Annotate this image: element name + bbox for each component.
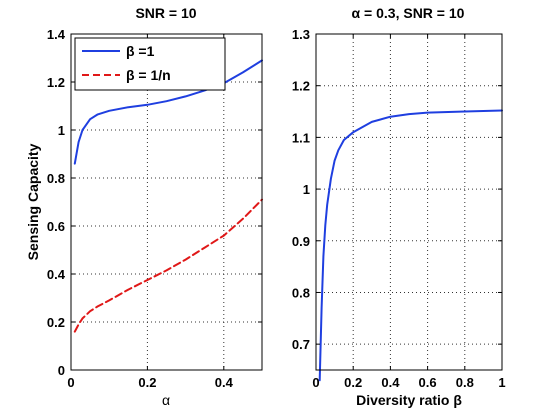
right-ytick-label: 1 — [303, 182, 310, 197]
right-chart-frame — [315, 33, 503, 371]
left-ytick-label: 1 — [58, 123, 65, 138]
left-xtick-label: 0.4 — [215, 375, 234, 390]
left-ytick-label: 1.4 — [47, 27, 66, 42]
right-ytick-label: 0.7 — [292, 337, 310, 352]
right-ytick-label: 1.2 — [292, 79, 310, 94]
legend-label-beta-1: β =1 — [126, 43, 155, 59]
left-ytick-label: 0.6 — [47, 219, 65, 234]
left-xtick-label: 0 — [67, 375, 74, 390]
right-xtick-label: 0.4 — [381, 375, 400, 390]
left-series-line-1 — [73, 198, 263, 333]
right-ytick-label: 1.1 — [292, 130, 310, 145]
right-xtick-label: 0 — [312, 375, 319, 390]
left-xtick-label: 0.2 — [138, 375, 156, 390]
left-chart-frame — [70, 33, 263, 371]
right-chart-panel: α = 0.3, SNR = 10 0 0.2 0.4 0.6 0.8 1 0.7 0.8 0.… — [292, 5, 506, 408]
legend-label-beta-1-over-n: β = 1/n — [126, 67, 171, 83]
right-xtick-label: 1 — [498, 375, 505, 390]
right-ytick-label: 1.3 — [292, 27, 310, 42]
left-ytick-label: 0.4 — [47, 267, 66, 282]
legend-box — [74, 37, 226, 91]
left-chart-series — [73, 59, 263, 333]
right-chart-series — [318, 109, 503, 382]
left-chart-title: SNR = 10 — [135, 5, 196, 21]
left-ytick-label: 0 — [58, 363, 65, 378]
left-chart-ticks: 0 0.2 0.4 0 0.2 0.4 0.6 0.8 1 1.2 1.4 — [47, 27, 262, 390]
left-ytick-label: 1.2 — [47, 75, 65, 90]
right-chart-title: α = 0.3, SNR = 10 — [352, 5, 465, 21]
right-ytick-label: 0.9 — [292, 234, 310, 249]
legend: β =1 β = 1/n — [74, 37, 226, 91]
right-chart-ticks: 0 0.2 0.4 0.6 0.8 1 0.7 0.8 0.9 1 1.1 1.2 1.3 — [292, 27, 506, 390]
left-chart-ylabel: Sensing Capacity — [25, 143, 41, 260]
right-ytick-label: 0.8 — [292, 285, 310, 300]
right-xtick-label: 0.2 — [344, 375, 362, 390]
right-xtick-label: 0.8 — [456, 375, 474, 390]
right-chart-xlabel: Diversity ratio β — [356, 392, 462, 408]
left-ytick-label: 0.8 — [47, 171, 65, 186]
right-xtick-label: 0.6 — [419, 375, 437, 390]
left-chart-panel: SNR = 10 0 0.2 0.4 0 0.2 0.4 0.6 0.8 1 1.2 1.4 α S… — [25, 5, 263, 408]
right-chart-grid — [316, 34, 502, 370]
left-chart-xlabel: α — [162, 392, 170, 408]
left-ytick-label: 0.2 — [47, 315, 65, 330]
right-series-line-0 — [318, 109, 503, 382]
